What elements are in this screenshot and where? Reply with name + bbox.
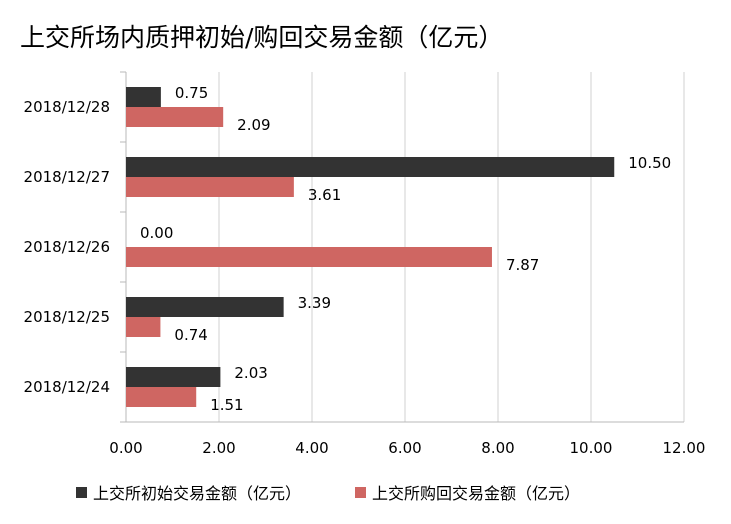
x-tick-label: 0.00: [109, 439, 142, 457]
legend: 上交所初始交易金额（亿元） 上交所购回交易金额（亿元）: [76, 480, 634, 504]
x-tick-label: 10.00: [570, 439, 613, 457]
legend-swatch-repurchase: [355, 486, 367, 498]
data-label: 0.00: [140, 224, 173, 242]
x-tick-label: 12.00: [663, 439, 706, 457]
bar-initial: [126, 297, 284, 317]
data-label: 10.50: [628, 154, 671, 172]
data-label: 0.75: [175, 84, 208, 102]
bar-repurchase: [126, 177, 294, 197]
x-tick-label: 2.00: [202, 439, 235, 457]
legend-label-initial: 上交所初始交易金额（亿元）: [93, 484, 302, 503]
axes: 0.00 2.00 4.00 6.00 8.00 10.00 12.00: [109, 71, 706, 457]
bars: [126, 87, 615, 407]
category-label: 2018/12/27: [24, 168, 110, 186]
legend-item-repurchase: 上交所购回交易金额（亿元）: [355, 480, 580, 504]
x-tick-label: 8.00: [481, 439, 514, 457]
data-label: 2.03: [234, 364, 267, 382]
chart-title: 上交所场内质押初始/购回交易金额（亿元）: [20, 23, 504, 52]
legend-swatch-initial: [76, 486, 87, 498]
bar-repurchase: [126, 387, 197, 407]
legend-item-initial: 上交所初始交易金额（亿元）: [76, 480, 301, 504]
data-label: 0.74: [174, 326, 207, 344]
bar-initial: [126, 367, 221, 387]
category-label: 2018/12/28: [24, 98, 110, 116]
x-tick-label: 6.00: [388, 439, 421, 457]
bar-repurchase: [126, 317, 161, 337]
bar-repurchase: [126, 107, 224, 127]
data-label: 7.87: [506, 256, 539, 274]
bar-initial: [126, 157, 615, 177]
data-label: 3.61: [308, 186, 341, 204]
bar-initial: [126, 87, 161, 107]
category-label: 2018/12/26: [24, 238, 110, 256]
category-label: 2018/12/25: [24, 308, 110, 326]
data-label: 3.39: [298, 294, 331, 312]
bar-repurchase: [126, 247, 492, 267]
category-label: 2018/12/24: [24, 378, 110, 396]
data-label: 2.09: [237, 116, 270, 134]
x-tick-label: 4.00: [295, 439, 328, 457]
legend-label-repurchase: 上交所购回交易金额（亿元）: [372, 484, 581, 503]
data-label: 1.51: [210, 396, 243, 414]
labels: 2018/12/28 0.75 2.09 2018/12/27 10.50 3.61 201…: [24, 84, 672, 414]
